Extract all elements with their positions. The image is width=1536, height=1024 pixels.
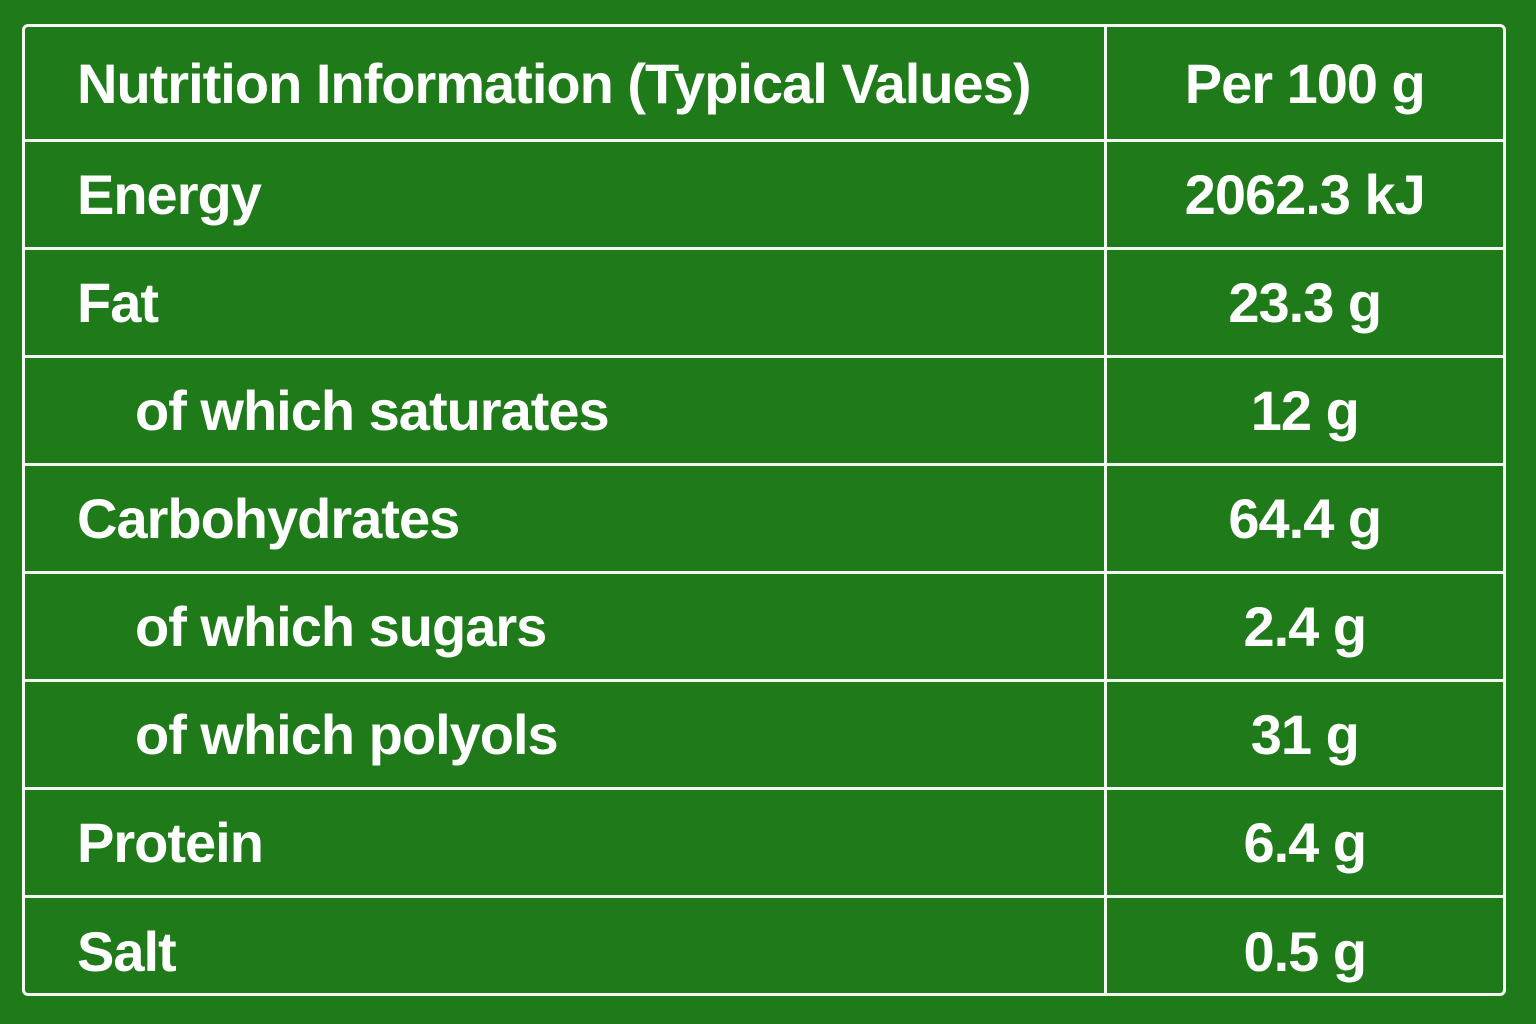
nutrient-row: Carbohydrates 64.4 g [25,464,1503,574]
nutrient-label-sugars: of which sugars [25,572,1107,682]
nutrient-row: Protein 6.4 g [25,788,1503,898]
nutrient-value-energy: 2062.3 kJ [1105,140,1503,250]
table-title: Nutrition Information (Typical Values) [25,27,1107,142]
nutrient-label-energy: Energy [25,140,1107,250]
nutrition-table: Nutrition Information (Typical Values) P… [25,27,1503,993]
nutrient-label-protein: Protein [25,788,1107,898]
nutrient-label-carbohydrates: Carbohydrates [25,464,1107,574]
nutrient-value-sugars: 2.4 g [1105,572,1503,682]
header-row: Nutrition Information (Typical Values) P… [25,27,1503,142]
nutrient-value-saturates: 12 g [1105,356,1503,466]
nutrient-label-fat: Fat [25,248,1107,358]
nutrient-value-salt: 0.5 g [1243,919,1367,983]
nutrient-label-saturates: of which saturates [25,356,1107,466]
nutrient-value-carbohydrates: 64.4 g [1105,464,1503,574]
nutrient-row: Fat 23.3 g [25,248,1503,358]
nutrition-panel: Nutrition Information (Typical Values) P… [22,24,1506,996]
column-header-per-100g: Per 100 g [1105,27,1503,142]
nutrient-row: of which sugars 2.4 g [25,572,1503,682]
nutrient-value-fat: 23.3 g [1105,248,1503,358]
nutrient-label-polyols: of which polyols [25,680,1107,790]
nutrient-row: Salt 0.5 g [25,896,1503,993]
nutrient-row: of which polyols 31 g [25,680,1503,790]
nutrient-row: of which saturates 12 g [25,356,1503,466]
nutrient-value-polyols: 31 g [1105,680,1503,790]
nutrient-value-protein: 6.4 g [1105,788,1503,898]
nutrient-label-salt: Salt [25,896,1107,993]
nutrient-row: Energy 2062.3 kJ [25,140,1503,250]
